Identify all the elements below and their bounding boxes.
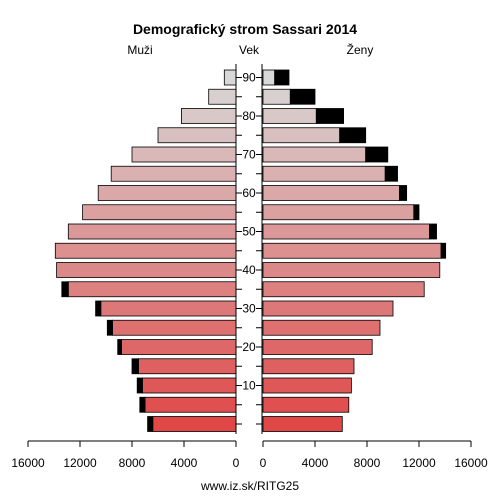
age-tick-label: 90	[242, 71, 256, 85]
women-label: Ženy	[347, 42, 374, 57]
x-tick-label: 12000	[402, 456, 436, 470]
x-tick-label: 8000	[354, 456, 381, 470]
men-excess-10-14	[136, 377, 143, 394]
footer-url: www.iz.sk/RITG25	[200, 479, 299, 493]
men-excess-0-4	[147, 416, 154, 432]
women-bar-20-24	[262, 339, 373, 355]
x-tick-label: 8000	[119, 456, 146, 470]
x-tick-label: 4000	[302, 456, 329, 470]
women-bar-5-9	[262, 396, 350, 413]
women-bar-60-64	[262, 185, 400, 201]
women-bars	[262, 69, 447, 432]
men-bar-50-54	[67, 223, 237, 240]
women-bar-85-89	[262, 88, 291, 105]
men-excess-25-29	[106, 319, 113, 336]
age-label: Vek	[239, 43, 260, 57]
women-bar-65-69	[262, 165, 386, 182]
men-excess-15-19	[131, 358, 139, 375]
men-excess-30-34	[95, 300, 102, 317]
women-excess-65-69	[384, 165, 398, 182]
women-excess-75-79	[339, 127, 367, 144]
men-bar-35-39	[67, 281, 237, 298]
women-bar-75-79	[262, 127, 341, 144]
x-axis-ticks: 16000 12000 8000 4000 0 0 4000 8000 12000 16000	[11, 441, 488, 470]
women-bar-30-34	[262, 300, 394, 317]
men-bar-55-59	[82, 204, 237, 221]
age-tick-label: 80	[242, 109, 256, 123]
men-bar-85-89	[208, 88, 237, 105]
women-excess-55-59	[413, 204, 420, 221]
men-excess-20-24	[117, 339, 122, 355]
men-bar-75-79	[157, 127, 237, 144]
age-tick-label: 60	[242, 186, 256, 200]
men-label: Muži	[127, 43, 152, 57]
age-tick-label: 40	[242, 263, 256, 277]
women-excess-80-84	[315, 108, 344, 124]
men-bar-40-44	[56, 262, 237, 278]
age-tick-label: 20	[242, 340, 256, 354]
women-bar-10-14	[262, 377, 352, 394]
women-bar-45-49	[262, 242, 442, 259]
men-bar-60-64	[97, 185, 237, 201]
age-axis: 90 80 70 60 50 40 30 20 10	[236, 71, 262, 425]
x-tick-label: 12000	[63, 456, 97, 470]
x-tick-label: 16000	[454, 456, 488, 470]
women-excess-85-89	[289, 88, 316, 105]
women-bar-40-44	[262, 262, 441, 278]
women-excess-70-74	[365, 146, 389, 163]
men-bar-25-29	[112, 319, 237, 336]
women-bar-50-54	[262, 223, 430, 240]
women-bar-70-74	[262, 146, 367, 163]
women-excess-90+	[274, 69, 290, 86]
women-bar-0-4	[262, 416, 343, 432]
women-bar-55-59	[262, 204, 415, 221]
x-tick-label: 16000	[11, 456, 45, 470]
x-tick-label: 0	[260, 456, 267, 470]
men-excess-5-9	[139, 396, 146, 413]
men-bar-15-19	[138, 358, 237, 375]
age-tick-label: 50	[242, 225, 256, 239]
men-bar-0-4	[152, 416, 237, 432]
women-bar-25-29	[262, 319, 381, 336]
women-bar-80-84	[262, 108, 317, 124]
women-excess-45-49	[440, 242, 447, 259]
women-excess-60-64	[399, 185, 408, 201]
x-tick-label: 0	[233, 456, 240, 470]
men-bar-70-74	[131, 146, 237, 163]
men-bar-65-69	[110, 165, 237, 182]
x-tick-label: 4000	[171, 456, 198, 470]
women-excess-50-54	[428, 223, 437, 240]
chart-title: Demografický strom Sassari 2014	[133, 21, 357, 37]
women-bar-90+	[262, 69, 276, 86]
women-bar-35-39	[262, 281, 425, 298]
age-tick-label: 30	[242, 302, 256, 316]
women-bar-15-19	[262, 358, 355, 375]
men-bars	[54, 69, 237, 432]
men-bar-5-9	[144, 396, 237, 413]
age-tick-label: 10	[242, 379, 256, 393]
men-bar-90+	[223, 69, 237, 86]
men-bar-80-84	[180, 108, 237, 124]
age-tick-label: 70	[242, 148, 256, 162]
men-excess-35-39	[61, 281, 69, 298]
men-bar-10-14	[141, 377, 237, 394]
men-bar-20-24	[121, 339, 237, 355]
men-bar-30-34	[100, 300, 237, 317]
men-bar-45-49	[54, 242, 237, 259]
